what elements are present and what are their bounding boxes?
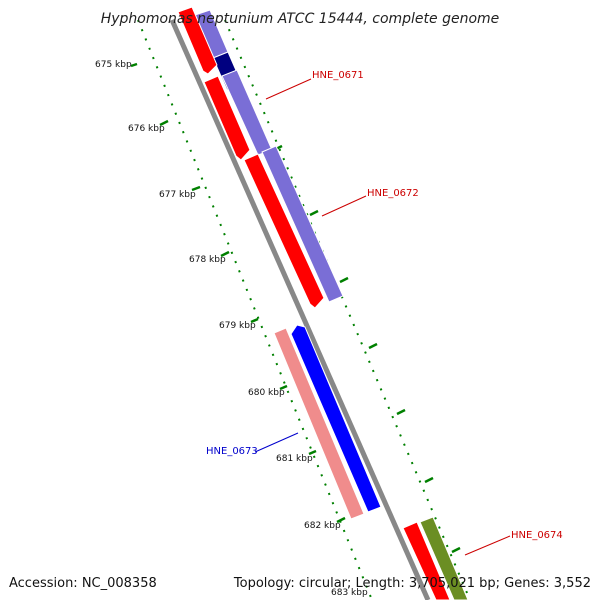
cds-hne0671 xyxy=(203,75,251,161)
tick-label: 680 kbp xyxy=(248,388,285,398)
major-tick xyxy=(336,516,346,524)
cds-forward-top xyxy=(177,6,218,75)
tick-track-outer xyxy=(224,19,471,600)
major-tick xyxy=(368,342,378,350)
tick-label: 682 kbp xyxy=(304,521,341,531)
cds-hne0672 xyxy=(243,153,325,309)
gene-label-hne0672[interactable]: HNE_0672 xyxy=(367,188,419,199)
leader-hne0674 xyxy=(464,535,511,556)
leader-hne0671 xyxy=(265,78,312,100)
genome-summary-text: Topology: circular; Length: 3,705,021 bp… xyxy=(233,576,591,591)
major-tick xyxy=(424,476,434,484)
cds-hne0674 xyxy=(402,521,451,600)
map-title: Hyphomonas neptunium ATCC 15444, complet… xyxy=(101,11,500,27)
accession-text: Accession: NC_008358 xyxy=(9,576,157,591)
tick-label: 678 kbp xyxy=(189,255,226,265)
tick-label: 679 kbp xyxy=(219,321,256,331)
cds-hne0673 xyxy=(290,324,382,513)
gene-label-hne0673[interactable]: HNE_0673 xyxy=(206,446,258,457)
tick-label: 681 kbp xyxy=(276,454,313,464)
major-tick xyxy=(396,408,406,416)
major-tick xyxy=(308,449,317,456)
major-tick xyxy=(451,546,461,554)
major-ticks xyxy=(130,62,461,554)
tick-label: 677 kbp xyxy=(159,190,196,200)
leader-hne0672 xyxy=(321,195,367,217)
tick-track-inner xyxy=(137,19,373,600)
genome-backbone xyxy=(169,18,431,600)
leader-hne0673 xyxy=(254,432,299,453)
major-tick xyxy=(220,250,230,258)
product-hne0674 xyxy=(419,516,469,600)
tick-label: 676 kbp xyxy=(128,124,165,134)
tick-label: 675 kbp xyxy=(95,60,132,70)
product-hne0672 xyxy=(261,145,344,303)
major-tick xyxy=(191,185,201,192)
major-tick xyxy=(130,62,138,68)
major-tick xyxy=(250,317,259,324)
gene-label-hne0674[interactable]: HNE_0674 xyxy=(511,530,563,541)
major-tick xyxy=(279,384,288,391)
tick-label: 683 kbp xyxy=(331,588,368,598)
major-tick xyxy=(159,119,169,127)
major-tick xyxy=(339,276,349,284)
product-reverse-hne0673 xyxy=(273,327,365,520)
major-tick xyxy=(309,209,319,217)
gene-label-hne0671[interactable]: HNE_0671 xyxy=(312,70,364,81)
